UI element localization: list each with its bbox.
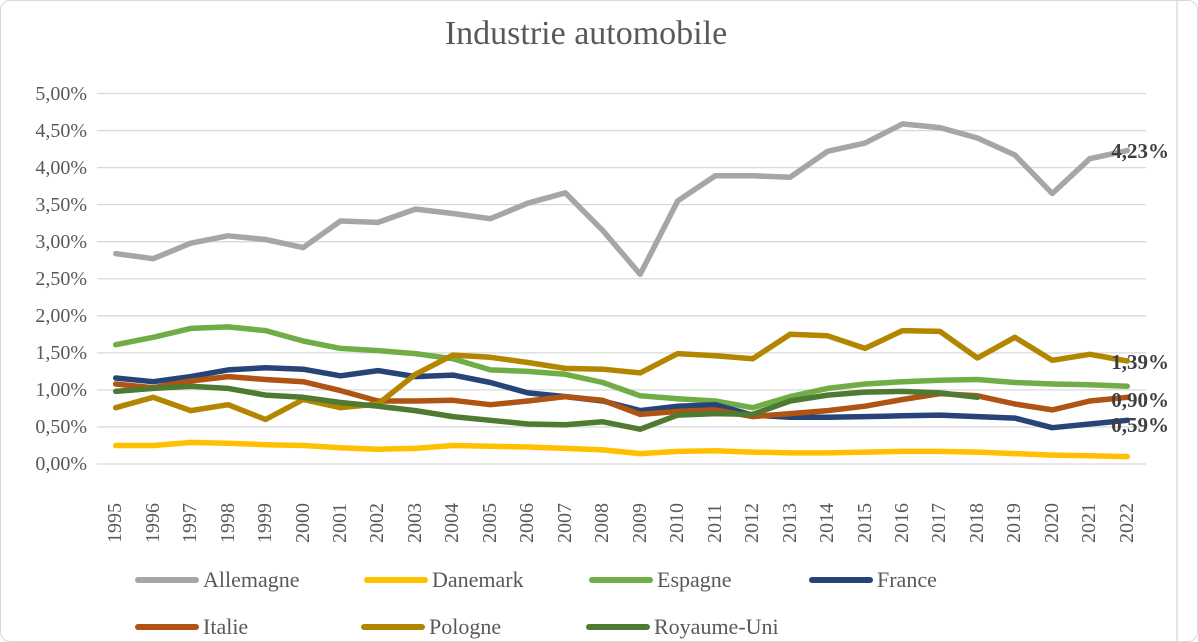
legend-item-royaume-uni: Royaume-Uni xyxy=(586,614,779,640)
x-axis-tick-label: 2006 xyxy=(516,503,539,543)
x-axis-tick-label: 2000 xyxy=(291,503,314,543)
y-axis-tick-label: 5,00% xyxy=(35,82,87,105)
legend-item-italie: Italie xyxy=(135,614,248,640)
y-axis-tick-label: 2,50% xyxy=(35,267,87,290)
x-axis-tick-label: 2008 xyxy=(591,503,614,543)
x-axis-tick-label: 1995 xyxy=(104,503,127,543)
end-label-allemagne: 4,23% xyxy=(1111,138,1169,163)
danemark-line-marker xyxy=(364,577,428,583)
legend-label: Pologne xyxy=(429,614,502,639)
legend-item-espagne: Espagne xyxy=(589,567,732,593)
x-axis-tick-label: 2022 xyxy=(1115,503,1138,543)
end-label-france: 0,59% xyxy=(1111,413,1169,438)
legend-label: Danemark xyxy=(432,567,524,592)
x-axis-tick-label: 2002 xyxy=(366,503,389,543)
x-axis-tick-label: 1998 xyxy=(216,503,239,543)
chart-title: Industrie automobile xyxy=(444,15,728,52)
legend-item-danemark: Danemark xyxy=(364,567,524,593)
x-axis-tick-label: 2016 xyxy=(890,503,913,543)
x-axis-tick-label: 2011 xyxy=(703,503,726,543)
x-axis-tick-label: 2020 xyxy=(1040,503,1063,543)
y-axis-tick-label: 1,00% xyxy=(35,378,87,401)
legend-label: France xyxy=(877,567,937,592)
allemagne-line-marker xyxy=(135,577,199,583)
x-axis-tick-label: 2009 xyxy=(628,503,651,543)
end-label-italie: 0,90% xyxy=(1111,388,1169,413)
y-axis-tick-label: 3,00% xyxy=(35,230,87,253)
legend-label: Allemagne xyxy=(203,567,300,592)
legend-item-france: France xyxy=(809,567,937,593)
y-axis-tick-label: 0,00% xyxy=(35,453,87,475)
x-axis-tick-label: 2017 xyxy=(928,503,951,543)
x-axis-tick-label: 2013 xyxy=(778,503,801,543)
pologne-line-marker xyxy=(361,624,425,630)
x-axis-tick-label: 2010 xyxy=(666,503,689,543)
royaume-uni-line-marker xyxy=(586,624,650,630)
legend-label: Royaume-Uni xyxy=(654,614,779,639)
y-axis-tick-label: 4,00% xyxy=(35,156,87,179)
series-line-royaume-uni xyxy=(112,383,981,432)
x-axis-tick-label: 2012 xyxy=(741,503,764,543)
legend-label: Espagne xyxy=(657,567,732,592)
y-axis-tick-label: 2,00% xyxy=(35,304,87,327)
end-label-pologne: 1,39% xyxy=(1111,350,1169,374)
series-line-danemark xyxy=(112,439,1131,460)
legend-item-pologne: Pologne xyxy=(361,614,501,640)
x-axis-tick-label: 2015 xyxy=(853,503,876,543)
series-line-allemagne xyxy=(112,121,1131,278)
legend-item-allemagne: Allemagne xyxy=(135,567,300,593)
x-axis-tick-label: 2001 xyxy=(329,503,352,543)
x-axis-tick-label: 2018 xyxy=(965,503,988,543)
espagne-line-marker xyxy=(589,577,653,583)
x-axis-tick-label: 2021 xyxy=(1078,503,1101,543)
france-line-marker xyxy=(809,577,873,583)
x-axis-tick-label: 2007 xyxy=(553,503,576,543)
x-axis-tick-label: 2019 xyxy=(1003,503,1026,543)
legend-label: Italie xyxy=(203,614,249,639)
y-axis-tick-label: 3,50% xyxy=(35,193,87,216)
x-axis-tick-label: 1997 xyxy=(179,503,202,543)
x-axis-tick-label: 1996 xyxy=(141,503,164,543)
x-axis-tick-label: 2014 xyxy=(816,503,839,543)
y-axis-tick-label: 0,50% xyxy=(35,415,87,438)
x-axis-tick-label: 2003 xyxy=(403,503,426,543)
x-axis-tick-label: 1999 xyxy=(254,503,277,543)
y-axis-tick-label: 1,50% xyxy=(35,341,87,364)
series-line-espagne xyxy=(112,324,1131,411)
italie-line-marker xyxy=(135,624,199,630)
series-line-pologne xyxy=(112,327,1131,423)
y-axis-tick-label: 4,50% xyxy=(35,119,87,142)
x-axis-tick-label: 2004 xyxy=(441,503,464,543)
x-axis-tick-label: 2005 xyxy=(478,503,501,543)
